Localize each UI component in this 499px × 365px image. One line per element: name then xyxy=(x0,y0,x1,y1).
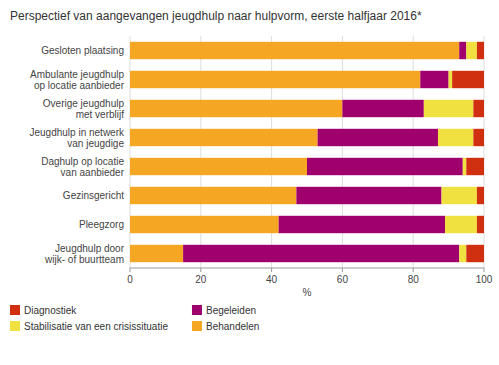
bar-segment xyxy=(318,129,438,146)
x-tick-label: 0 xyxy=(127,274,133,285)
bar-segment xyxy=(130,245,183,262)
bar-segment xyxy=(130,129,318,146)
bar-segment xyxy=(473,100,484,117)
bars xyxy=(130,42,484,262)
bar-segment xyxy=(466,42,477,59)
category-label: Jeugdhulp doorwijk- of buurtteam xyxy=(44,243,125,265)
category-label: Overige jeugdhulpmet verblijf xyxy=(43,98,125,120)
category-label: Daghulp op locatievan aanbieder xyxy=(41,156,125,178)
bar-segment xyxy=(183,245,459,262)
x-tick-label: 40 xyxy=(266,274,278,285)
legend-swatch xyxy=(10,305,20,315)
legend-swatch xyxy=(192,305,202,315)
x-axis-label: % xyxy=(303,287,312,298)
legend-item: Behandelen xyxy=(192,321,259,332)
legend-label: Begeleiden xyxy=(206,305,256,316)
x-tick xyxy=(200,268,201,272)
bar-segment xyxy=(296,187,441,204)
category-label: Gesloten plaatsing xyxy=(41,45,124,56)
bar-segment xyxy=(459,42,466,59)
bar-segment xyxy=(130,100,342,117)
x-tick xyxy=(413,268,414,272)
category-label: Jeugdhulp in netwerkvan jeugdige xyxy=(29,127,125,149)
bar-segment xyxy=(459,245,466,262)
bar-segment xyxy=(473,129,484,146)
legend-swatch xyxy=(192,321,202,331)
bar-segment xyxy=(130,216,279,233)
category-label: Pleegzorg xyxy=(79,219,124,230)
title: Perspectief van aangevangen jeugdhulp na… xyxy=(10,9,422,23)
bar-segment xyxy=(438,129,473,146)
legend-label: Diagnostiek xyxy=(24,305,77,316)
bar-segment xyxy=(130,71,420,88)
y-axis: Gesloten plaatsing Ambulante jeugdhulpop … xyxy=(29,45,125,265)
legend-label: Behandelen xyxy=(206,321,259,332)
bar-segment xyxy=(463,158,467,175)
x-tick xyxy=(271,268,272,272)
bar-segment xyxy=(342,100,423,117)
bar-segment xyxy=(130,187,296,204)
bar-segment xyxy=(466,245,484,262)
grid xyxy=(130,36,484,268)
x-tick xyxy=(484,268,485,272)
x-axis: 0 20 40 60 80 100 xyxy=(127,268,493,285)
bar-segment xyxy=(130,42,459,59)
bar-segment xyxy=(130,158,307,175)
category-label: Gezinsgericht xyxy=(63,190,124,201)
bar-segment xyxy=(477,216,484,233)
legend-label: Stabilisatie van een crisissituatie xyxy=(24,321,168,332)
x-tick-label: 60 xyxy=(337,274,349,285)
bar-segment xyxy=(477,42,484,59)
legend-swatch xyxy=(10,321,20,331)
x-axis-line xyxy=(130,268,484,269)
x-tick-label: 20 xyxy=(195,274,207,285)
bar-segment xyxy=(449,71,453,88)
chart: Perspectief van aangevangen jeugdhulp na… xyxy=(0,0,499,365)
x-tick xyxy=(130,268,131,272)
bar-segment xyxy=(452,71,484,88)
bar-segment xyxy=(307,158,463,175)
bar-segment xyxy=(445,216,477,233)
x-tick-label: 100 xyxy=(476,274,493,285)
legend: Diagnostiek Stabilisatie van een crisissi… xyxy=(10,305,259,332)
bar-segment xyxy=(477,187,484,204)
bar-segment xyxy=(442,187,477,204)
bar-segment xyxy=(279,216,445,233)
legend-item: Diagnostiek xyxy=(10,305,77,316)
legend-item: Begeleiden xyxy=(192,305,256,316)
x-tick-label: 80 xyxy=(408,274,420,285)
legend-item: Stabilisatie van een crisissituatie xyxy=(10,321,168,332)
x-tick xyxy=(342,268,343,272)
bar-segment xyxy=(424,100,474,117)
bar-segment xyxy=(466,158,484,175)
category-label: Ambulante jeugdhulpop locatie aanbieder xyxy=(30,69,125,91)
bar-segment xyxy=(420,71,448,88)
